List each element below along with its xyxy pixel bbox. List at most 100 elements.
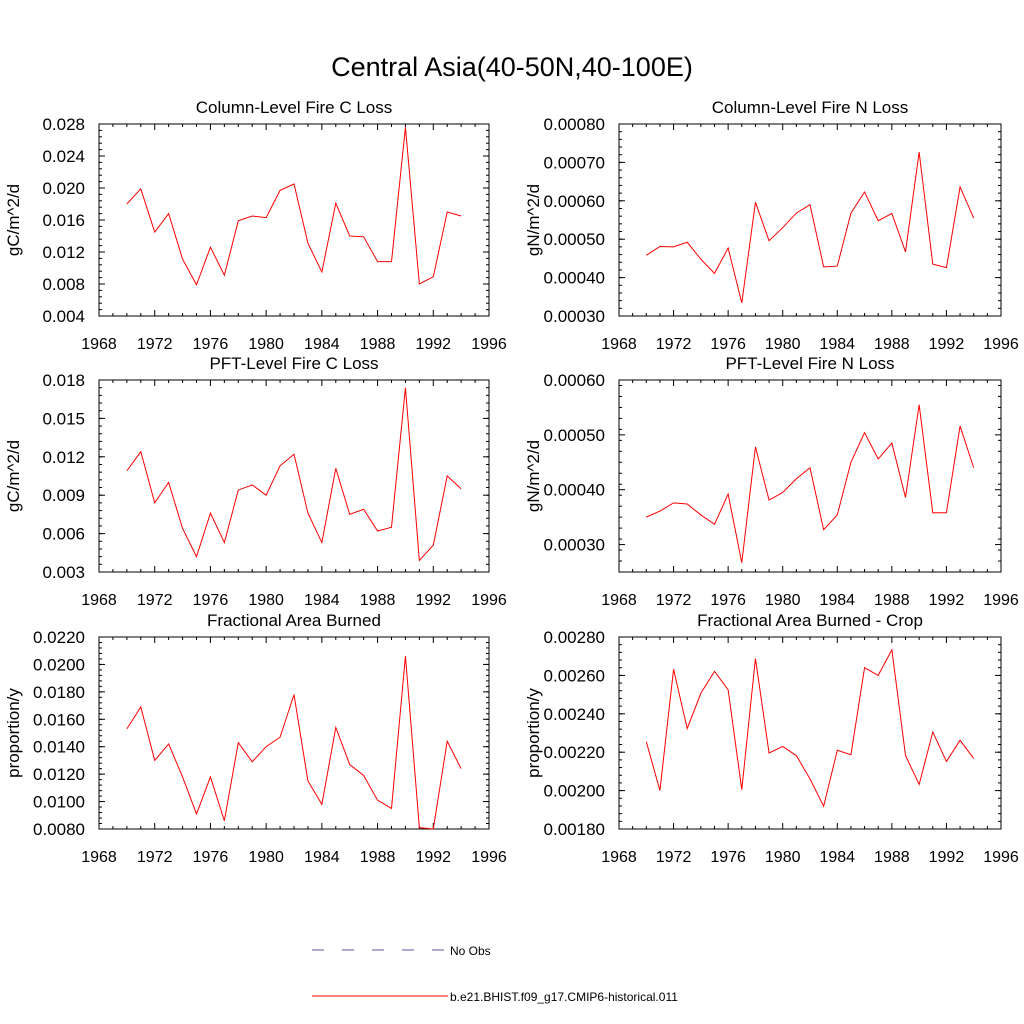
y-tick-label: 0.0220 bbox=[33, 628, 85, 647]
x-tick-label: 1996 bbox=[471, 336, 507, 353]
y-tick-label: 0.00060 bbox=[544, 192, 605, 211]
y-tick-label: 0.00050 bbox=[544, 230, 605, 249]
x-tick-label: 1988 bbox=[360, 336, 396, 353]
y-tick-label: 0.020 bbox=[42, 179, 85, 198]
x-tick-label: 1988 bbox=[360, 849, 396, 866]
legend-no-obs-label: No Obs bbox=[450, 944, 491, 958]
y-tick-label: 0.008 bbox=[42, 275, 85, 294]
x-tick-label: 1996 bbox=[983, 849, 1019, 866]
y-tick-label: 0.00180 bbox=[544, 820, 605, 839]
y-tick-label: 0.00040 bbox=[544, 269, 605, 288]
y-tick-label: 0.0120 bbox=[33, 765, 85, 784]
y-tick-label: 0.016 bbox=[42, 211, 85, 230]
y-tick-label: 0.0080 bbox=[33, 820, 85, 839]
x-tick-label: 1980 bbox=[248, 336, 284, 353]
x-tick-label: 1972 bbox=[656, 592, 692, 609]
x-tick-label: 1992 bbox=[415, 336, 451, 353]
legend: No Obs b.e21.BHIST.f09_g17.CMIP6-histori… bbox=[312, 944, 678, 1004]
series-line bbox=[646, 404, 975, 563]
y-tick-label: 0.00200 bbox=[544, 782, 605, 801]
series-line bbox=[646, 151, 975, 304]
y-tick-label: 0.0160 bbox=[33, 710, 85, 729]
x-tick-label: 1976 bbox=[710, 336, 746, 353]
panel-title: PFT-Level Fire C Loss bbox=[209, 354, 378, 373]
panel-frame bbox=[98, 636, 490, 830]
y-axis-label: gN/m^2/d bbox=[524, 440, 543, 512]
x-tick-label: 1972 bbox=[137, 592, 173, 609]
x-tick-label: 1992 bbox=[929, 849, 965, 866]
y-tick-label: 0.012 bbox=[42, 448, 85, 467]
x-tick-label: 1972 bbox=[656, 849, 692, 866]
panel-frame bbox=[98, 379, 490, 573]
y-tick-label: 0.006 bbox=[42, 525, 85, 544]
x-tick-label: 1976 bbox=[710, 849, 746, 866]
x-tick-label: 1984 bbox=[304, 592, 340, 609]
x-tick-label: 1976 bbox=[193, 336, 229, 353]
x-tick-label: 1988 bbox=[874, 336, 910, 353]
y-tick-label: 0.0200 bbox=[33, 655, 85, 674]
y-tick-label: 0.024 bbox=[42, 147, 85, 166]
x-tick-label: 1992 bbox=[929, 592, 965, 609]
x-tick-label: 1992 bbox=[415, 849, 451, 866]
x-tick-label: 1992 bbox=[929, 336, 965, 353]
x-tick-label: 1968 bbox=[81, 849, 117, 866]
x-tick-label: 1984 bbox=[819, 592, 855, 609]
panel-5: 1968 1972 1976 1980 1984 1988 1992 1996 0.0080 0.… bbox=[4, 611, 507, 866]
y-tick-label: 0.004 bbox=[42, 307, 85, 326]
y-tick-label: 0.012 bbox=[42, 243, 85, 262]
panel-frame bbox=[618, 379, 1002, 573]
x-tick-label: 1984 bbox=[819, 336, 855, 353]
y-tick-label: 0.00080 bbox=[544, 115, 605, 134]
y-tick-label: 0.00060 bbox=[544, 371, 605, 390]
panel-1: 1968 1972 1976 1980 1984 1988 1992 1996 0.004 0.0… bbox=[4, 98, 507, 353]
series-line bbox=[645, 648, 975, 808]
panel-frame bbox=[618, 123, 1002, 317]
series-line bbox=[126, 127, 462, 287]
x-tick-label: 1976 bbox=[193, 849, 229, 866]
x-tick-label: 1980 bbox=[765, 336, 801, 353]
panel-2: 1968 1972 1976 1980 1984 1988 1992 1996 0.00030 0… bbox=[524, 98, 1019, 353]
x-tick-label: 1996 bbox=[983, 592, 1019, 609]
y-axis-label: proportion/y bbox=[4, 688, 23, 778]
y-axis-label: gN/m^2/d bbox=[524, 184, 543, 256]
y-tick-label: 0.028 bbox=[42, 115, 85, 134]
y-tick-label: 0.00240 bbox=[544, 705, 605, 724]
y-tick-label: 0.003 bbox=[42, 563, 85, 582]
y-tick-label: 0.00030 bbox=[544, 536, 605, 555]
x-tick-label: 1984 bbox=[304, 849, 340, 866]
y-tick-label: 0.00220 bbox=[544, 743, 605, 762]
panel-title: Fractional Area Burned bbox=[207, 611, 381, 630]
panel-3: 1968 1972 1976 1980 1984 1988 1992 1996 0.003 0.0… bbox=[4, 354, 507, 609]
y-tick-label: 0.00050 bbox=[544, 426, 605, 445]
x-tick-label: 1968 bbox=[81, 336, 117, 353]
y-tick-label: 0.0100 bbox=[33, 793, 85, 812]
panel-title: Column-Level Fire N Loss bbox=[712, 98, 909, 117]
panel-title: Fractional Area Burned - Crop bbox=[697, 611, 923, 630]
y-axis-label: gC/m^2/d bbox=[4, 184, 23, 256]
x-tick-label: 1992 bbox=[415, 592, 451, 609]
y-tick-label: 0.0140 bbox=[33, 738, 85, 757]
x-tick-label: 1988 bbox=[360, 592, 396, 609]
panel-4: 1968 1972 1976 1980 1984 1988 1992 1996 0.00030 0… bbox=[524, 354, 1019, 609]
y-tick-label: 0.009 bbox=[42, 486, 85, 505]
x-tick-label: 1968 bbox=[601, 336, 637, 353]
x-tick-label: 1996 bbox=[471, 849, 507, 866]
y-axis-label: gC/m^2/d bbox=[4, 440, 23, 512]
x-tick-label: 1996 bbox=[983, 336, 1019, 353]
x-tick-label: 1988 bbox=[874, 592, 910, 609]
y-tick-label: 0.00280 bbox=[544, 628, 605, 647]
y-axis-label: proportion/y bbox=[524, 688, 543, 778]
series-line bbox=[126, 656, 462, 830]
x-tick-label: 1980 bbox=[248, 849, 284, 866]
x-tick-label: 1972 bbox=[137, 336, 173, 353]
figure-title: Central Asia(40-50N,40-100E) bbox=[331, 52, 693, 82]
x-tick-label: 1984 bbox=[304, 336, 340, 353]
y-tick-label: 0.00070 bbox=[544, 153, 605, 172]
panel-frame bbox=[98, 123, 490, 317]
panel-title: Column-Level Fire C Loss bbox=[196, 98, 393, 117]
x-tick-label: 1976 bbox=[193, 592, 229, 609]
legend-model-label: b.e21.BHIST.f09_g17.CMIP6-historical.011 bbox=[450, 990, 678, 1004]
x-tick-label: 1976 bbox=[710, 592, 746, 609]
y-tick-label: 0.018 bbox=[42, 371, 85, 390]
